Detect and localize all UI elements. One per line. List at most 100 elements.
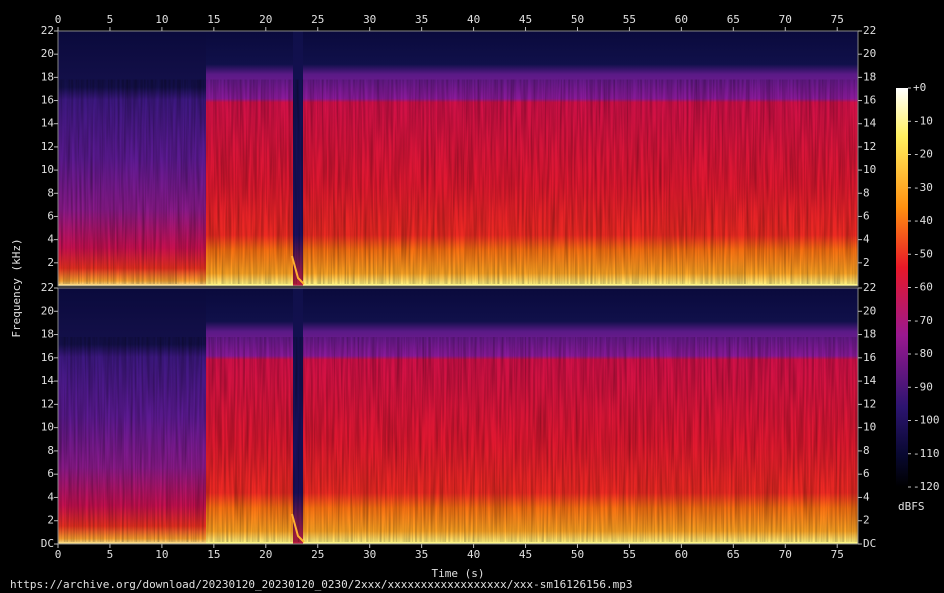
x-tick-label: 55: [623, 548, 636, 561]
x-tick-label: 15: [207, 548, 220, 561]
x-tick-label: 20: [259, 548, 272, 561]
x-tick-label: 65: [727, 548, 740, 561]
x-tick-label: 70: [779, 13, 792, 26]
x-tick-label: 70: [779, 548, 792, 561]
y-tick-label: 16: [41, 94, 54, 107]
y-tick-label-right: 14: [863, 117, 877, 130]
y-tick-label: 14: [41, 374, 55, 387]
y-tick-label-right: 4: [863, 233, 870, 246]
x-tick-label: 30: [363, 13, 376, 26]
colorbar-tick-label: -90: [913, 380, 933, 393]
spectrum-texture: [58, 337, 858, 542]
y-tick-label-right: 12: [863, 397, 876, 410]
y-tick-label-right: 4: [863, 490, 870, 503]
y-tick-label: 6: [47, 467, 54, 480]
x-tick-label: 65: [727, 13, 740, 26]
colorbar-tick-label: -100: [913, 414, 940, 427]
y-tick-label-right: 20: [863, 304, 876, 317]
y-tick-label-right: 2: [863, 514, 870, 527]
x-tick-label: 75: [831, 13, 844, 26]
y-tick-label: 18: [41, 328, 54, 341]
x-tick-label: 45: [519, 548, 532, 561]
x-tick-label: 25: [311, 13, 324, 26]
y-tick-label: 10: [41, 421, 54, 434]
colorbar-tick-label: -70: [913, 314, 933, 327]
x-tick-label: 55: [623, 13, 636, 26]
y-tick-label-right: 8: [863, 444, 870, 457]
y-tick-label: 18: [41, 70, 54, 83]
colorbar-tick-label: -30: [913, 181, 933, 194]
colorbar: [896, 88, 908, 487]
x-tick-label: 35: [415, 13, 428, 26]
y-tick-label: 12: [41, 140, 54, 153]
colorbar-tick-label: -10: [913, 114, 933, 127]
y-tick-label-right: 20: [863, 47, 876, 60]
y-tick-label-right: 16: [863, 94, 876, 107]
y-tick-label-right: 18: [863, 70, 876, 83]
x-tick-label: 25: [311, 548, 324, 561]
y-tick-label: 8: [47, 186, 54, 199]
y-tick-label: 12: [41, 397, 54, 410]
colorbar-tick-label: -80: [913, 347, 933, 360]
y-tick-label: 22: [41, 281, 54, 294]
colorbar-tick-label: -50: [913, 247, 933, 260]
x-tick-label: 50: [571, 13, 584, 26]
x-tick-label: 20: [259, 13, 272, 26]
y-tick-label: 20: [41, 304, 54, 317]
y-tick-label-right: 8: [863, 186, 870, 199]
y-tick-label: 6: [47, 209, 54, 222]
y-tick-label: 2: [47, 256, 54, 269]
y-tick-label: 2: [47, 514, 54, 527]
x-tick-label: 75: [831, 548, 844, 561]
y-tick-label-right: 10: [863, 163, 876, 176]
y-tick-label-right: 2: [863, 256, 870, 269]
y-tick-label-right: 10: [863, 421, 876, 434]
x-tick-label: 5: [107, 548, 114, 561]
x-tick-label: 35: [415, 548, 428, 561]
y-tick-label-right: DC: [863, 537, 876, 550]
colorbar-tick-label: -40: [913, 214, 933, 227]
x-tick-label: 0: [55, 13, 62, 26]
footer-url: https://archive.org/download/20230120_20…: [10, 578, 633, 591]
y-tick-label-right: 22: [863, 281, 876, 294]
y-tick-label: 20: [41, 47, 54, 60]
y-tick-label-right: 6: [863, 209, 870, 222]
y-tick-label-right: 12: [863, 140, 876, 153]
x-tick-label: 40: [467, 13, 480, 26]
y-tick-label: 22: [41, 24, 54, 37]
y-tick-label: 4: [47, 233, 54, 246]
x-tick-label: 40: [467, 548, 480, 561]
panel-frame: [57, 30, 859, 287]
x-tick-label: 5: [107, 13, 114, 26]
y-tick-label: 8: [47, 444, 54, 457]
panel-frame: [57, 287, 859, 545]
x-tick-label: 45: [519, 13, 532, 26]
x-axis-label: Time (s): [432, 567, 485, 580]
x-tick-label: 50: [571, 548, 584, 561]
colorbar-tick-label: +0: [913, 81, 926, 94]
colorbar-tick-label: -110: [913, 447, 940, 460]
y-tick-label-right: 14: [863, 374, 877, 387]
x-tick-label: 0: [55, 548, 62, 561]
x-tick-label: 15: [207, 13, 220, 26]
x-tick-label: 10: [155, 13, 168, 26]
x-tick-label: 30: [363, 548, 376, 561]
transient: [291, 255, 305, 285]
spectrum-texture: [58, 79, 858, 284]
y-tick-label: 10: [41, 163, 54, 176]
y-tick-label: 4: [47, 490, 54, 503]
y-tick-label: 14: [41, 117, 55, 130]
y-axis-label: Frequency (kHz): [10, 238, 23, 337]
x-tick-label: 60: [675, 548, 688, 561]
x-tick-label: 10: [155, 548, 168, 561]
x-tick-label: 60: [675, 13, 688, 26]
colorbar-tick-label: -20: [913, 148, 933, 161]
y-tick-label: 16: [41, 351, 54, 364]
y-tick-label-right: 6: [863, 467, 870, 480]
colorbar-label: dBFS: [898, 500, 925, 513]
y-tick-label-right: 22: [863, 24, 876, 37]
colorbar-tick-label: -120: [913, 480, 940, 493]
y-tick-label-right: 18: [863, 328, 876, 341]
y-tick-label: DC: [41, 537, 54, 550]
